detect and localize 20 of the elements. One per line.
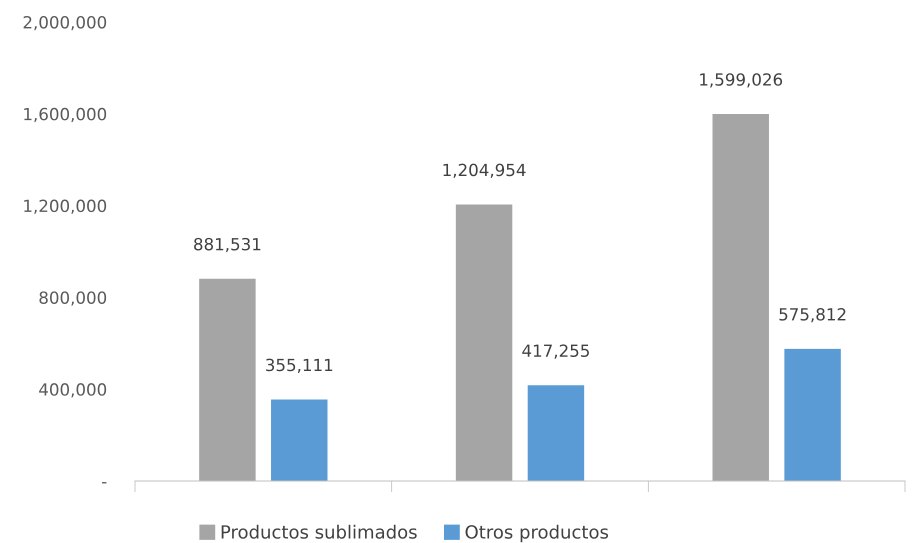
data-label: 1,204,954	[443, 164, 526, 178]
y-tick-label: 1,200,000	[24, 200, 106, 214]
y-tick-label: 1,600,000	[24, 108, 106, 122]
bar	[784, 348, 841, 481]
bar	[712, 114, 769, 481]
data-label: 881,531	[194, 238, 260, 252]
bar	[271, 400, 328, 481]
data-label: 355,111	[266, 358, 332, 373]
data-label: 417,255	[522, 344, 589, 359]
y-tick-label: 800,000	[39, 291, 106, 306]
bar	[199, 278, 256, 481]
legend-label: Productos sublimados	[222, 524, 417, 539]
legend-label: Otros productos	[466, 524, 608, 542]
data-label: 1,599,026	[700, 73, 782, 88]
bar	[456, 204, 512, 481]
bar	[528, 385, 584, 481]
y-tick-label: 2,000,000	[24, 16, 106, 30]
data-label: 575,812	[779, 308, 846, 322]
y-tick-label: -	[102, 482, 106, 484]
y-tick-label: 400,000	[39, 383, 106, 398]
